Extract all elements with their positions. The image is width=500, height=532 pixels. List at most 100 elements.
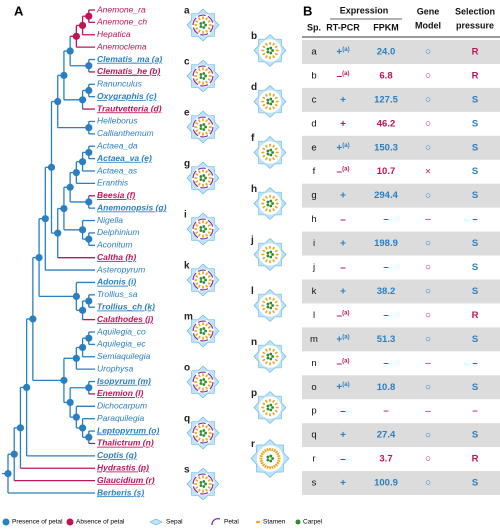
taxon-label: Asteropyrum [96, 264, 145, 274]
stamen [272, 93, 275, 97]
stamen [205, 437, 208, 441]
stamen [265, 297, 268, 301]
flower-center [258, 396, 282, 419]
stamen [198, 119, 201, 123]
stamen [261, 253, 265, 256]
carpel [269, 97, 273, 101]
cell-model: ○ [425, 454, 431, 465]
table-header: Model [415, 20, 441, 30]
carpel [202, 327, 206, 330]
taxon-label: Trautvetteria (d) [97, 103, 162, 113]
carpel [202, 230, 206, 233]
stamen [269, 362, 271, 366]
stamen [269, 466, 271, 470]
stamen [205, 29, 208, 33]
legend-label: Sepal [166, 519, 183, 526]
petal [192, 27, 199, 35]
cell-sp: j [312, 262, 315, 273]
legend-label: Presence of petal [12, 519, 63, 526]
stamen [274, 198, 278, 202]
stamen [262, 463, 265, 467]
stamen [207, 180, 211, 183]
carpel [199, 433, 203, 436]
carpel [199, 226, 203, 229]
stamen [207, 71, 211, 74]
stamen [259, 459, 263, 462]
stamen [260, 452, 264, 456]
stamen [264, 449, 267, 453]
carpel [202, 77, 206, 80]
taxon-label: Eranthis [97, 178, 129, 188]
rtpcr-sign: + [340, 190, 346, 201]
stamen [194, 24, 198, 26]
stamen [205, 68, 208, 72]
stamen [269, 447, 271, 451]
rtpcr-sign: – [340, 262, 346, 273]
stamen [195, 428, 199, 431]
petal [200, 288, 209, 291]
row-background [302, 183, 500, 208]
taxon-label: Oxygraphis (c) [97, 91, 157, 101]
petal [209, 75, 214, 84]
taxon-label: Hepatica [97, 29, 131, 39]
cell-fpkm: 27.4 [377, 430, 396, 441]
stamen [262, 205, 266, 209]
diagram-label: c [184, 57, 190, 68]
flower-center [191, 472, 215, 496]
stamen [269, 41, 271, 45]
stamen [202, 285, 204, 289]
stamen [194, 432, 198, 434]
stamen [195, 180, 199, 183]
carpel [271, 406, 274, 409]
cell-fpkm: 127.5 [374, 94, 398, 105]
petal [207, 270, 214, 278]
stamen [208, 75, 212, 77]
stamen [265, 259, 268, 263]
stamen [261, 202, 265, 205]
stamen [194, 177, 198, 179]
taxon-label: Anemonopsis (g) [96, 202, 167, 212]
stamen [265, 195, 268, 199]
carpel [266, 458, 270, 462]
stamen [198, 476, 201, 480]
stamen [265, 144, 268, 148]
flower-center [191, 421, 215, 445]
cell-fpkm: 10.8 [377, 382, 396, 393]
stamen [274, 249, 278, 253]
cell-model: ○ [425, 238, 431, 249]
cell-selection: – [472, 214, 477, 225]
carpel [199, 382, 203, 385]
stamen [198, 170, 201, 174]
stamen [271, 465, 274, 469]
stamen [265, 157, 268, 161]
carpel [202, 26, 206, 29]
stamen [205, 182, 208, 186]
cell-model: – [425, 358, 431, 369]
cell-fpkm: 24.0 [377, 46, 396, 57]
stamen [198, 80, 201, 84]
stamen [208, 24, 212, 26]
petal [192, 282, 199, 290]
stamen [207, 129, 211, 132]
cell-sp: p [311, 406, 316, 417]
petal [192, 68, 197, 77]
stamen [198, 488, 201, 492]
cell-selection: R [472, 70, 479, 81]
stamen [202, 30, 204, 34]
legend-label: Stamen [263, 519, 286, 526]
flower-center [258, 192, 282, 215]
carpel [266, 356, 270, 360]
rtpcr-sign: – [337, 166, 343, 177]
stamen [202, 132, 204, 136]
rtpcr-sign: + [336, 47, 342, 58]
tree-node [72, 413, 80, 421]
cell-rtpcr: –(a) [337, 310, 350, 321]
carpel [271, 202, 274, 205]
carpel [199, 331, 203, 334]
carpel [199, 73, 203, 76]
flower-center [191, 64, 215, 88]
rtpcr-note: (a) [342, 166, 349, 172]
row-background [302, 87, 500, 112]
taxon-label: Paraquilegia [97, 413, 145, 423]
